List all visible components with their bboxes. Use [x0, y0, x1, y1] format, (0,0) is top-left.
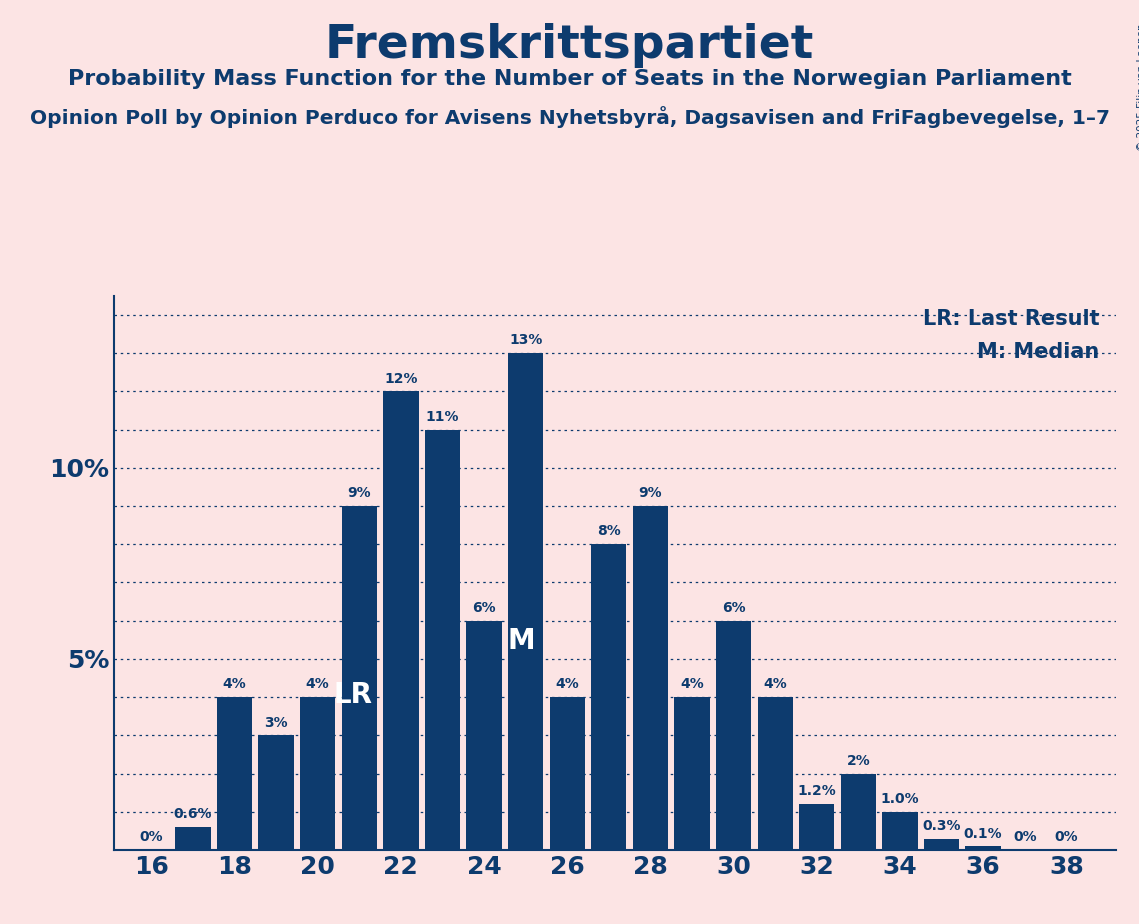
Bar: [841, 773, 876, 850]
Text: 1.2%: 1.2%: [797, 784, 836, 798]
Bar: [466, 621, 501, 850]
Text: 4%: 4%: [680, 677, 704, 691]
Text: 4%: 4%: [763, 677, 787, 691]
Bar: [549, 697, 585, 850]
Bar: [883, 812, 918, 850]
Text: © 2025 Filip van Laenen: © 2025 Filip van Laenen: [1137, 23, 1139, 151]
Text: 4%: 4%: [305, 677, 329, 691]
Bar: [383, 391, 418, 850]
Text: 9%: 9%: [639, 486, 662, 500]
Bar: [508, 353, 543, 850]
Text: Fremskrittspartiet: Fremskrittspartiet: [325, 23, 814, 68]
Bar: [674, 697, 710, 850]
Text: 0%: 0%: [139, 831, 163, 845]
Bar: [633, 506, 669, 850]
Text: Opinion Poll by Opinion Perduco for Avisens Nyhetsbyrå, Dagsavisen and FriFagbev: Opinion Poll by Opinion Perduco for Avis…: [30, 106, 1109, 128]
Bar: [259, 736, 294, 850]
Bar: [425, 430, 460, 850]
Text: 4%: 4%: [556, 677, 579, 691]
Text: 0.3%: 0.3%: [923, 819, 961, 833]
Bar: [591, 544, 626, 850]
Text: 6%: 6%: [473, 601, 495, 615]
Bar: [757, 697, 793, 850]
Text: 0%: 0%: [1055, 831, 1079, 845]
Text: M: M: [508, 627, 535, 655]
Text: M: Median: M: Median: [977, 342, 1099, 361]
Bar: [342, 506, 377, 850]
Text: 1.0%: 1.0%: [880, 792, 919, 806]
Bar: [716, 621, 752, 850]
Text: 13%: 13%: [509, 334, 542, 347]
Text: 2%: 2%: [846, 754, 870, 768]
Bar: [216, 697, 252, 850]
Text: Probability Mass Function for the Number of Seats in the Norwegian Parliament: Probability Mass Function for the Number…: [67, 69, 1072, 90]
Text: 9%: 9%: [347, 486, 371, 500]
Bar: [175, 827, 211, 850]
Text: 8%: 8%: [597, 525, 621, 539]
Text: 11%: 11%: [426, 409, 459, 424]
Text: LR: LR: [334, 681, 372, 710]
Text: 12%: 12%: [384, 371, 418, 385]
Bar: [924, 839, 959, 850]
Text: 4%: 4%: [222, 677, 246, 691]
Text: LR: Last Result: LR: Last Result: [923, 309, 1099, 329]
Bar: [966, 846, 1001, 850]
Text: 0.1%: 0.1%: [964, 827, 1002, 841]
Text: 0.6%: 0.6%: [173, 808, 212, 821]
Text: 0%: 0%: [1013, 831, 1036, 845]
Bar: [300, 697, 335, 850]
Bar: [800, 804, 835, 850]
Text: 6%: 6%: [722, 601, 745, 615]
Text: 3%: 3%: [264, 716, 288, 730]
